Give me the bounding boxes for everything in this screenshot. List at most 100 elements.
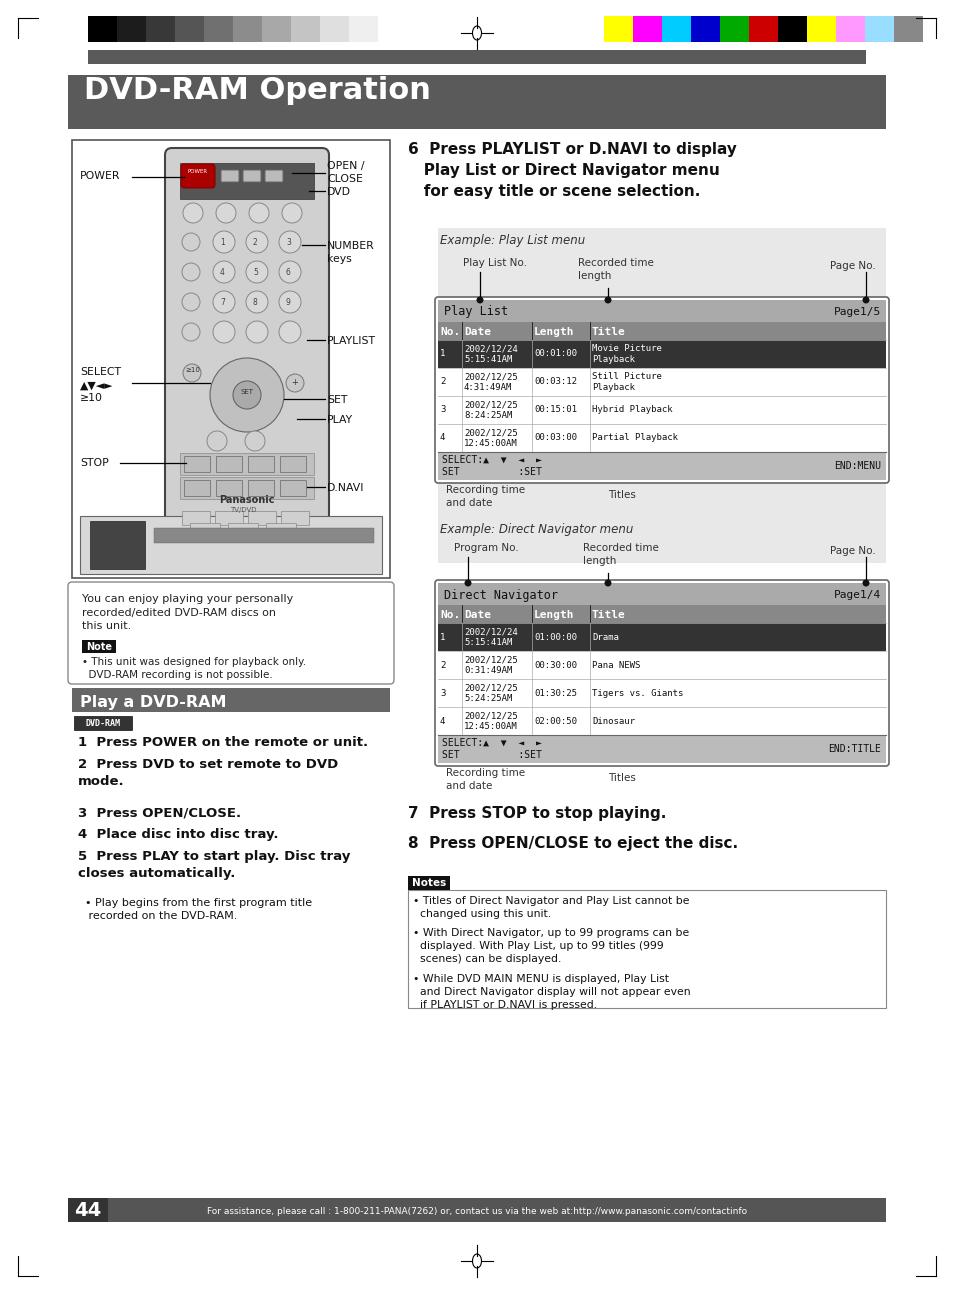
Text: 3: 3 [439, 688, 445, 697]
Circle shape [182, 263, 200, 281]
Text: 2002/12/25
12:45:00AM: 2002/12/25 12:45:00AM [463, 712, 517, 731]
Text: No.: No. [439, 327, 459, 336]
Bar [80, 516, 381, 575]
Bar [893, 16, 923, 41]
Bar [437, 452, 885, 480]
Bar [71, 688, 390, 712]
Circle shape [249, 203, 269, 223]
Circle shape [183, 364, 201, 382]
Circle shape [215, 203, 235, 223]
Text: Notes: Notes [412, 879, 446, 888]
Circle shape [246, 232, 268, 254]
Circle shape [464, 580, 471, 586]
Text: 2002/12/25
5:24:25AM: 2002/12/25 5:24:25AM [463, 683, 517, 703]
Circle shape [862, 580, 868, 586]
Text: 01:30:25: 01:30:25 [534, 688, 577, 697]
Text: SELECT
▲▼◄►
≥10: SELECT ▲▼◄► ≥10 [80, 367, 121, 404]
Text: 4: 4 [220, 268, 225, 277]
Bar [437, 228, 885, 563]
Text: Page No.: Page No. [829, 546, 875, 556]
Bar [184, 455, 210, 472]
Bar [74, 716, 132, 730]
Text: 2002/12/25
8:24:25AM: 2002/12/25 8:24:25AM [463, 400, 517, 419]
Text: 00:15:01: 00:15:01 [534, 405, 577, 414]
Bar [88, 16, 117, 41]
Text: Titles: Titles [607, 773, 636, 783]
Bar [661, 16, 690, 41]
Text: Page1/4: Page1/4 [833, 590, 880, 600]
Text: You can enjoy playing your personally
recorded/edited DVD-RAM discs on
this unit: You can enjoy playing your personally re… [82, 594, 293, 631]
Circle shape [246, 261, 268, 283]
Bar [437, 606, 885, 622]
Text: SET          :SET: SET :SET [441, 467, 541, 477]
Text: Play List No.: Play List No. [462, 258, 526, 268]
Text: 7: 7 [220, 298, 225, 307]
Bar [180, 163, 314, 199]
Text: END:TITLE: END:TITLE [827, 744, 880, 754]
FancyBboxPatch shape [68, 582, 394, 685]
Text: 00:03:12: 00:03:12 [534, 378, 577, 387]
Circle shape [282, 203, 302, 223]
Text: Still Picture
Playback: Still Picture Playback [592, 373, 661, 392]
Circle shape [233, 380, 261, 409]
Text: Recorded time
length: Recorded time length [578, 258, 653, 281]
Text: Drama: Drama [592, 633, 618, 642]
Text: Direct Navigator: Direct Navigator [443, 589, 558, 602]
Bar [180, 477, 314, 499]
Circle shape [278, 232, 301, 254]
Bar [377, 16, 407, 41]
Bar [248, 511, 275, 525]
FancyBboxPatch shape [435, 580, 888, 766]
Circle shape [213, 291, 234, 313]
Text: Dinosaur: Dinosaur [592, 717, 635, 726]
Text: +: + [291, 378, 297, 387]
Text: D.NAVI: D.NAVI [327, 483, 364, 493]
Text: Movie Picture
Playback: Movie Picture Playback [592, 344, 661, 364]
Text: 2002/12/25
4:31:49AM: 2002/12/25 4:31:49AM [463, 373, 517, 392]
Bar [71, 140, 390, 578]
Text: 00:03:00: 00:03:00 [534, 433, 577, 443]
Circle shape [476, 296, 483, 304]
Circle shape [210, 358, 284, 432]
Bar [349, 16, 377, 41]
Bar [182, 511, 210, 525]
Bar [437, 322, 885, 340]
Bar [835, 16, 864, 41]
Text: END:MENU: END:MENU [833, 461, 880, 471]
Text: OPEN /
CLOSE: OPEN / CLOSE [327, 160, 364, 184]
Bar [690, 16, 720, 41]
Text: Titles: Titles [607, 490, 636, 499]
Text: 2: 2 [439, 660, 445, 669]
Text: 3: 3 [286, 238, 291, 247]
Bar [437, 584, 885, 606]
Bar [748, 16, 778, 41]
Circle shape [278, 261, 301, 283]
Text: 5  Press PLAY to start play. Disc tray
closes automatically.: 5 Press PLAY to start play. Disc tray cl… [78, 850, 350, 880]
Bar [184, 480, 210, 496]
FancyBboxPatch shape [435, 298, 888, 483]
Bar [408, 876, 450, 890]
Text: 1  Press POWER on the remote or unit.: 1 Press POWER on the remote or unit. [78, 736, 368, 749]
Circle shape [604, 296, 611, 304]
Text: 4  Place disc into disc tray.: 4 Place disc into disc tray. [78, 828, 278, 841]
Text: For assistance, please call : 1-800-211-PANA(7262) or, contact us via the web at: For assistance, please call : 1-800-211-… [207, 1206, 746, 1215]
Text: 00:01:00: 00:01:00 [534, 349, 577, 358]
Text: 5: 5 [253, 268, 257, 277]
Bar [806, 16, 835, 41]
FancyBboxPatch shape [165, 148, 329, 537]
Circle shape [278, 321, 301, 343]
Text: SELECT:▲  ▼  ◄  ►: SELECT:▲ ▼ ◄ ► [441, 455, 541, 465]
Bar [633, 16, 661, 41]
Text: Program No.: Program No. [454, 543, 518, 553]
Text: Date: Date [463, 609, 491, 620]
Circle shape [862, 296, 868, 304]
Text: 3  Press OPEN/CLOSE.: 3 Press OPEN/CLOSE. [78, 806, 241, 819]
Text: 1: 1 [439, 349, 445, 358]
Text: Partial Playback: Partial Playback [592, 433, 678, 443]
Bar [280, 455, 306, 472]
Text: 01:00:00: 01:00:00 [534, 633, 577, 642]
Text: TV/DVD: TV/DVD [230, 507, 256, 512]
Text: 2: 2 [439, 378, 445, 387]
Bar [437, 735, 885, 763]
Text: SELECT:▲  ▼  ◄  ►: SELECT:▲ ▼ ◄ ► [441, 738, 541, 748]
